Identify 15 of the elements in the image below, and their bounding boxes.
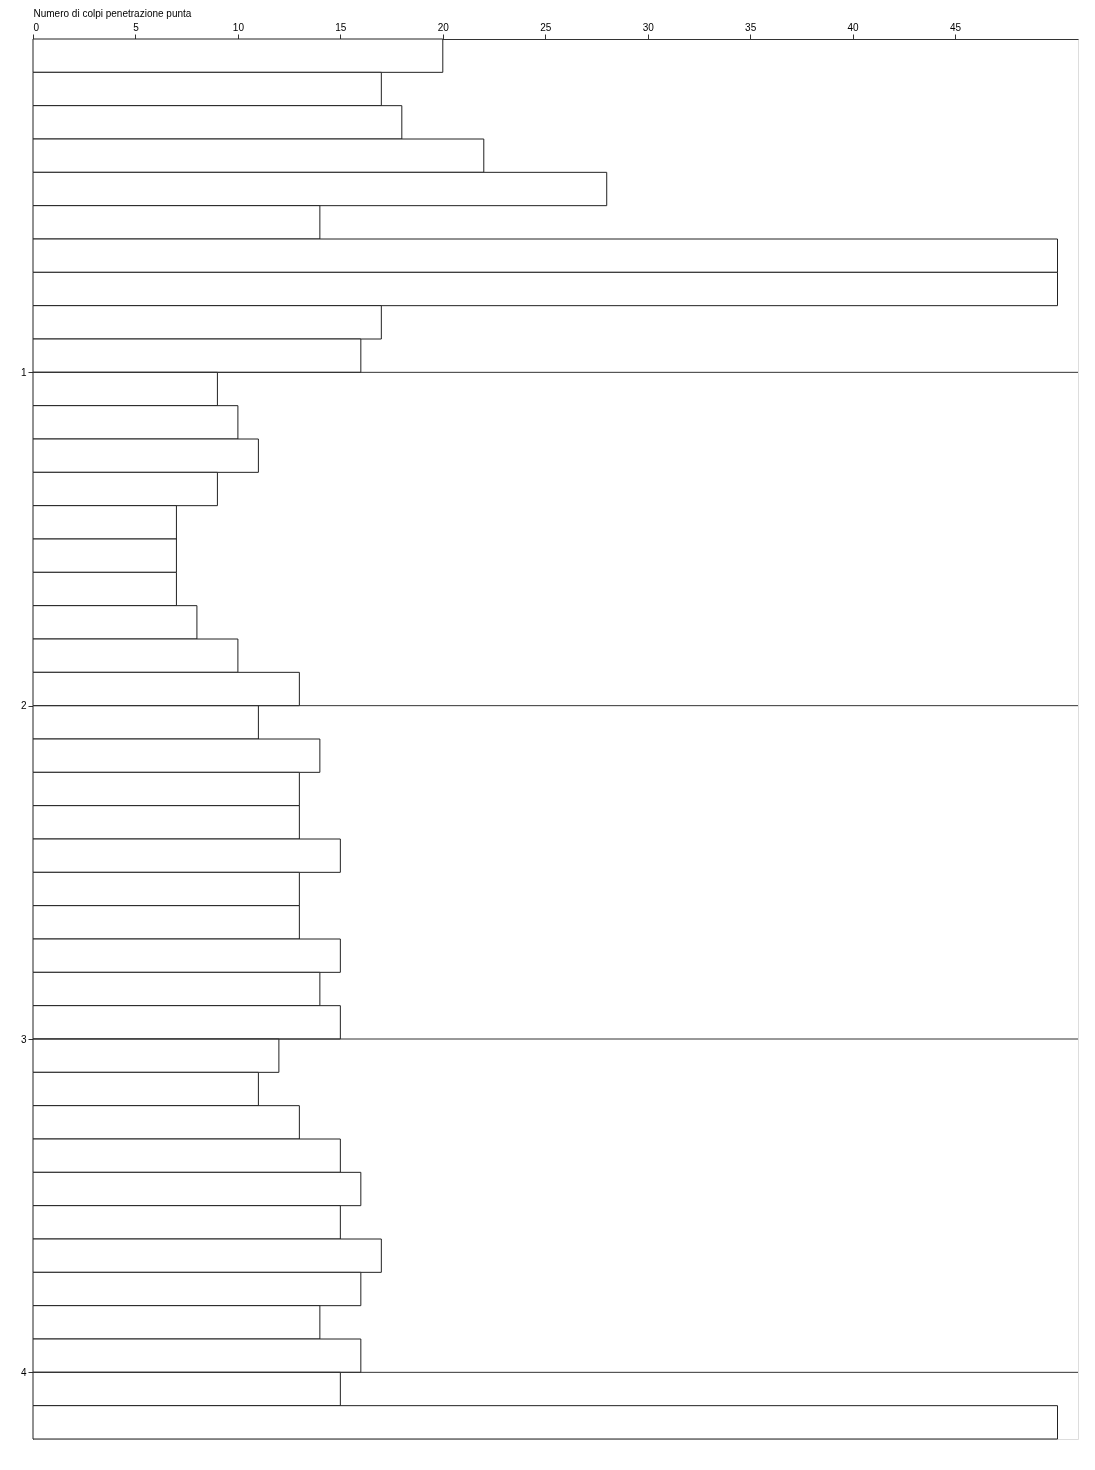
x-tick-label: 10 [232,21,245,33]
y-tick-label: 4 [20,1366,27,1378]
x-tick-label: 35 [745,21,757,33]
y-tick-label: 3 [20,1033,27,1045]
y-tick-label: 1 [20,366,27,378]
x-tick-label: 25 [540,21,552,33]
x-tick-label: 40 [847,21,860,33]
x-axis-title: Numero di colpi penetrazione punta [33,7,192,19]
x-tick-label: 15 [335,21,347,33]
x-tick-label: 20 [437,21,450,33]
x-tick-label: 0 [33,21,40,33]
y-tick-label: 2 [20,700,27,712]
x-tick-label: 5 [133,21,140,33]
x-tick-label: 45 [950,21,962,33]
x-tick-label: 30 [642,21,655,33]
